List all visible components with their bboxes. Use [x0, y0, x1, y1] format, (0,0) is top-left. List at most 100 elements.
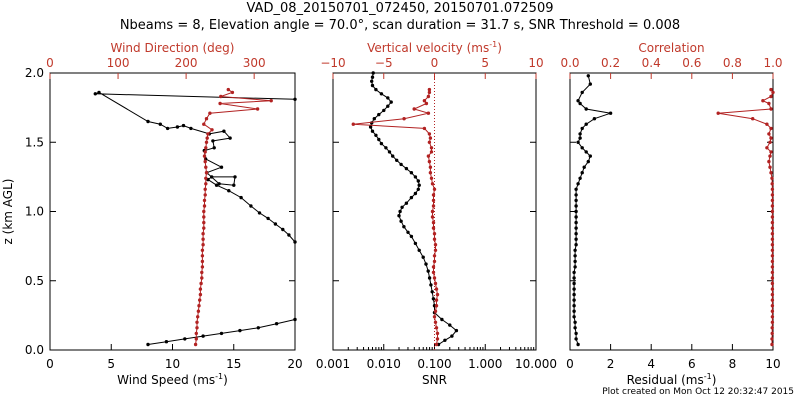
bottom-axis-tick-label: 0.010	[367, 357, 401, 371]
data-point-red	[200, 270, 204, 275]
data-point-red	[422, 126, 427, 131]
data-point-black	[573, 265, 577, 269]
data-point-red	[203, 159, 207, 164]
top-axis-tick-label: 100	[107, 56, 130, 70]
data-point-red	[769, 107, 773, 111]
data-point-red	[770, 315, 775, 319]
y-axis-label: z (km AGL)	[1, 179, 15, 245]
data-point-black	[409, 234, 414, 239]
data-point-red	[197, 304, 201, 308]
data-point-red	[198, 287, 203, 291]
data-point-black	[588, 82, 592, 86]
data-point-red	[769, 126, 773, 131]
data-point-red	[767, 101, 771, 106]
data-point-black	[374, 133, 378, 137]
data-point-red	[768, 165, 772, 169]
data-point-red	[432, 232, 437, 236]
data-point-red	[433, 243, 438, 247]
top-axis-tick-label: 0	[431, 56, 439, 70]
data-point-black	[256, 326, 260, 330]
data-point-red	[430, 215, 435, 219]
data-point-black	[572, 281, 576, 286]
data-point-black	[146, 119, 150, 124]
data-point-black	[443, 338, 447, 342]
bottom-axis-tick-label: 6	[688, 357, 696, 371]
series-line-red	[718, 89, 774, 345]
data-point-red	[434, 326, 439, 330]
data-point-red	[202, 226, 206, 230]
data-point-black	[576, 140, 580, 144]
data-point-black	[287, 233, 291, 237]
data-point-black	[574, 220, 578, 225]
data-point-red	[770, 281, 775, 286]
data-point-black	[181, 123, 186, 128]
data-point-red	[196, 309, 201, 313]
data-point-red	[200, 276, 204, 280]
top-axis-tick-label: 5	[481, 56, 489, 70]
data-point-black	[584, 107, 588, 111]
data-point-red	[770, 259, 775, 264]
data-point-red	[269, 99, 273, 103]
data-point-red	[428, 171, 433, 175]
data-point-black	[584, 150, 588, 154]
data-point-black	[573, 248, 577, 252]
data-point-black	[574, 187, 578, 191]
series-line-red	[195, 89, 272, 345]
data-point-red	[431, 193, 436, 197]
data-point-black	[165, 126, 170, 131]
data-point-black	[398, 209, 402, 214]
data-point-red	[770, 287, 775, 291]
data-point-red	[716, 111, 720, 115]
data-point-red	[204, 165, 208, 169]
data-point-black	[210, 175, 214, 179]
data-point-black	[217, 182, 221, 186]
data-point-black	[249, 204, 253, 208]
data-point-red	[431, 198, 436, 203]
data-point-black	[384, 146, 388, 150]
data-point-red	[770, 331, 774, 336]
data-point-black	[93, 92, 98, 96]
data-point-red	[770, 198, 775, 203]
data-point-red	[770, 276, 775, 280]
data-point-red	[769, 94, 773, 99]
top-axis-tick-label: 0	[46, 56, 54, 70]
data-point-black	[573, 326, 577, 330]
data-point-black	[574, 331, 578, 336]
data-point-black	[238, 328, 242, 333]
chart-title: VAD_08_20150701_072450, 20150701.072509	[246, 1, 554, 16]
top-axis-tick-label: 10	[528, 56, 543, 70]
y-axis-tick-label: 1.5	[25, 135, 44, 149]
data-point-red	[770, 226, 775, 230]
data-point-red	[431, 226, 436, 230]
data-point-black	[368, 125, 373, 129]
data-point-black	[274, 322, 279, 326]
data-point-red	[769, 87, 773, 92]
data-point-black	[293, 97, 297, 102]
data-point-red	[770, 187, 775, 191]
data-point-black	[212, 146, 216, 150]
bottom-axis-tick-label: 1.000	[468, 357, 502, 371]
data-point-black	[404, 201, 409, 205]
data-point-red	[430, 182, 435, 186]
data-point-black	[97, 90, 101, 95]
data-point-red	[422, 99, 427, 103]
data-point-red	[204, 182, 208, 186]
series-line-black	[573, 75, 611, 345]
data-point-black	[574, 209, 578, 214]
bottom-axis-label: Residual (ms-1)	[627, 372, 717, 387]
data-point-black	[158, 122, 162, 126]
data-point-red	[226, 87, 230, 92]
bottom-axis-tick-label: 5	[107, 357, 115, 371]
top-axis-label: Correlation	[638, 41, 704, 55]
data-point-black	[404, 166, 409, 171]
data-point-red	[203, 150, 207, 154]
data-point-black	[572, 276, 576, 280]
y-axis-tick-label: 1.0	[25, 205, 44, 219]
data-point-black	[578, 101, 582, 106]
data-point-red	[430, 209, 435, 214]
data-point-black	[293, 317, 297, 322]
data-point-red	[770, 304, 775, 308]
data-point-red	[429, 146, 434, 150]
data-point-black	[232, 183, 236, 187]
data-point-red	[202, 204, 207, 208]
